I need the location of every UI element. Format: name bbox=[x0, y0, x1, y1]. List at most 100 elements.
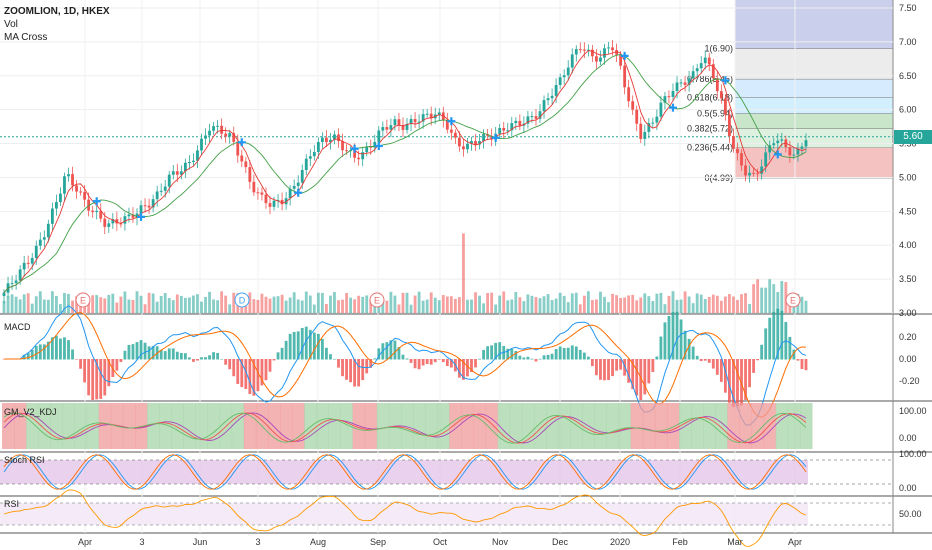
kdj-background bbox=[533, 403, 547, 449]
candle-body bbox=[256, 192, 260, 194]
macd-histogram-bar bbox=[752, 359, 756, 373]
candle-body bbox=[756, 173, 760, 175]
volume-bar bbox=[397, 304, 401, 313]
volume-bar bbox=[192, 295, 195, 313]
macd-histogram-bar bbox=[623, 359, 627, 376]
candle-body bbox=[659, 102, 663, 117]
volume-bar bbox=[534, 297, 538, 313]
candle-body bbox=[683, 82, 687, 85]
candle-body bbox=[703, 57, 707, 64]
volume-bar bbox=[325, 304, 328, 313]
candle-body bbox=[333, 134, 336, 140]
macd-histogram-bar bbox=[42, 344, 46, 360]
candle-body bbox=[369, 146, 373, 148]
candle-body bbox=[586, 49, 590, 51]
candle-body bbox=[228, 133, 232, 137]
macd-histogram-bar bbox=[732, 359, 735, 408]
volume-bar bbox=[71, 300, 74, 313]
price-tick-label: 7.00 bbox=[899, 37, 917, 47]
candle-body bbox=[204, 135, 207, 139]
candle-body bbox=[296, 182, 300, 187]
volume-bar bbox=[421, 300, 425, 313]
kdj-background bbox=[715, 403, 728, 449]
macd-histogram-bar bbox=[510, 348, 514, 360]
candle-body bbox=[582, 49, 586, 51]
macd-histogram-bar bbox=[764, 328, 768, 360]
macd-histogram-bar bbox=[341, 359, 344, 377]
macd-histogram-bar bbox=[59, 338, 62, 360]
candle-body bbox=[417, 121, 421, 123]
volume-bar bbox=[6, 296, 10, 313]
volume-bar bbox=[615, 295, 618, 313]
candle-body bbox=[353, 150, 357, 158]
candle-body bbox=[159, 190, 163, 192]
macd-histogram-bar bbox=[127, 344, 131, 360]
candle-body bbox=[449, 129, 453, 133]
candle-body bbox=[377, 130, 381, 142]
candle-body bbox=[115, 219, 119, 224]
volume-bar bbox=[42, 299, 46, 313]
candle-body bbox=[163, 186, 167, 191]
candle-body bbox=[699, 63, 703, 69]
kdj-background bbox=[449, 403, 462, 449]
ma-cross-marker bbox=[92, 197, 101, 206]
volume-bar bbox=[502, 291, 506, 313]
volume-bar bbox=[413, 295, 417, 313]
volume-bar bbox=[429, 292, 433, 313]
volume-bar bbox=[151, 293, 155, 313]
volume-bar bbox=[482, 303, 485, 313]
volume-bar bbox=[208, 291, 211, 313]
kdj-background bbox=[62, 403, 76, 449]
candle-body bbox=[723, 98, 727, 115]
price-tick-label: 6.00 bbox=[899, 105, 917, 115]
fib-zone bbox=[735, 97, 893, 114]
candle-body bbox=[776, 140, 780, 144]
volume-bar bbox=[522, 301, 526, 313]
candle-body bbox=[711, 64, 715, 79]
volume-bar bbox=[63, 292, 66, 313]
volume-bar bbox=[304, 291, 308, 313]
candle-body bbox=[312, 152, 316, 157]
volume-bar bbox=[748, 304, 751, 313]
volume-bar bbox=[2, 301, 6, 313]
candle-body bbox=[345, 150, 348, 152]
macd-histogram-bar bbox=[95, 359, 99, 400]
macd-histogram-bar bbox=[179, 352, 183, 360]
candle-body bbox=[707, 57, 711, 65]
volume-bar bbox=[159, 295, 163, 313]
candle-body bbox=[675, 82, 679, 91]
candle-body bbox=[804, 140, 808, 147]
candle-body bbox=[337, 134, 340, 142]
candle-body bbox=[760, 166, 764, 174]
volume-bar bbox=[526, 294, 530, 313]
candle-body bbox=[280, 199, 284, 205]
macd-histogram-bar bbox=[377, 348, 381, 360]
ma-cross-marker bbox=[294, 188, 303, 197]
event-marker-label: E bbox=[80, 296, 86, 306]
macd-histogram-bar bbox=[320, 338, 324, 360]
volume-bar bbox=[494, 304, 498, 313]
macd-histogram-bar bbox=[611, 359, 614, 377]
macd-histogram-bar bbox=[22, 354, 26, 360]
macd-histogram-bar bbox=[83, 359, 87, 383]
volume-bar bbox=[437, 300, 441, 313]
candle-body bbox=[135, 213, 139, 218]
volume-bar bbox=[127, 299, 131, 313]
macd-panel bbox=[2, 305, 808, 426]
candle-body bbox=[272, 200, 276, 207]
kdj-background bbox=[159, 403, 172, 449]
macd-histogram-bar bbox=[256, 359, 260, 392]
volume-bar bbox=[732, 296, 735, 313]
volume-bar bbox=[744, 293, 747, 313]
volume-bar bbox=[683, 291, 687, 313]
volume-bar bbox=[607, 302, 610, 313]
macd-histogram-bar bbox=[740, 359, 743, 406]
volume-bar bbox=[179, 295, 183, 313]
candle-body bbox=[167, 174, 171, 187]
volume-bar bbox=[349, 297, 353, 313]
macd-histogram-bar bbox=[566, 347, 570, 360]
macd-histogram-bar bbox=[627, 359, 631, 383]
macd-histogram-bar bbox=[107, 359, 111, 387]
volume-bar bbox=[449, 296, 453, 313]
